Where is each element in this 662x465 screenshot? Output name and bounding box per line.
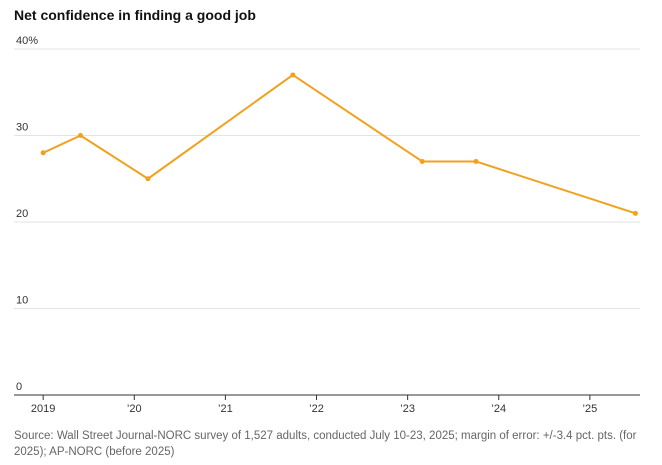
y-tick-label: 40% [16, 35, 38, 47]
x-tick-label: ’24 [491, 403, 506, 415]
y-tick-label: 30 [16, 122, 28, 134]
x-tick-label: ’23 [400, 403, 415, 415]
y-tick-label: 20 [16, 208, 28, 220]
point [40, 150, 46, 156]
point [145, 176, 151, 182]
y-tick-label: 10 [16, 295, 28, 307]
point [473, 158, 479, 164]
x-tick-label: ’22 [309, 403, 324, 415]
chart-title: Net confidence in finding a good job [14, 7, 256, 23]
x-tick-label: 2019 [31, 403, 55, 415]
y-tick-label: 0 [16, 381, 22, 393]
line [42, 73, 636, 215]
x-tick-label: ’21 [218, 403, 233, 415]
point [78, 133, 84, 138]
source-note: Source: Wall Street Journal-NORC survey … [14, 430, 637, 458]
x-tick-label: ’20 [127, 403, 142, 415]
x-tick-label: ’25 [583, 403, 598, 415]
point [632, 210, 638, 216]
point [419, 158, 425, 164]
point [290, 72, 296, 78]
